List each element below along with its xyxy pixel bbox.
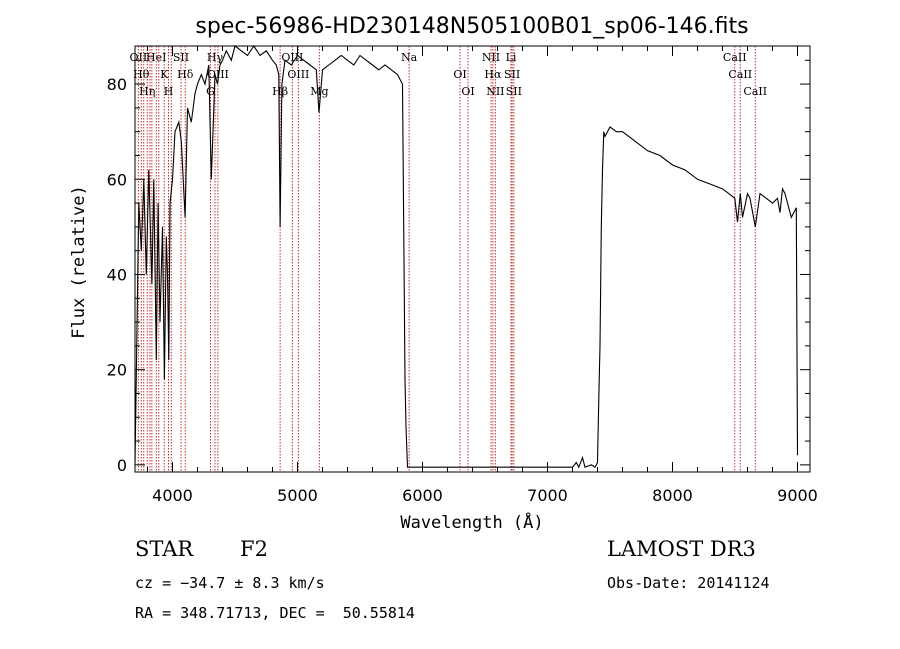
line-label: CaII [723,51,747,64]
y-tick-label: 80 [107,75,127,94]
coordinates-text: RA = 348.71713, DEC = 50.55814 [135,604,415,622]
x-tick-label: 9000 [777,486,818,505]
line-label: SII [504,68,520,81]
x-axis-label: Wavelength (Å) [400,511,543,533]
survey-name: LAMOST DR3 [607,537,756,561]
redshift-text: cz = −34.7 ± 8.3 km/s [135,574,325,592]
x-tick-label: 8000 [652,486,693,505]
line-label: Hδ [177,68,194,81]
x-tick-label: 7000 [527,486,568,505]
line-label: Mg [310,85,328,98]
line-label: Li [506,51,517,64]
line-label: Na [401,51,418,64]
line-label: Hα [484,68,502,81]
x-tick-label: 6000 [402,486,443,505]
line-labels: OIIHθHηHeIKHSIIHδGHγOIIIHβOIIIOIIIMgNaOI… [130,51,768,98]
y-tick-label: 60 [107,170,127,189]
line-label: K [160,68,169,81]
line-label: Hγ [207,51,224,64]
line-label: OIII [287,68,309,81]
line-label: Hθ [133,68,150,81]
y-tick-label: 40 [107,265,127,284]
line-label: NII [482,51,500,64]
line-label: CaII [728,68,752,81]
line-label: Hβ [272,85,288,98]
plot-frame [134,45,811,473]
y-tick-label: 0 [117,456,127,475]
line-label: CaII [743,85,767,98]
observation-date: Obs-Date: 20141124 [607,574,770,592]
line-label: Hη [139,85,155,98]
object-class: STAR [135,537,194,561]
x-axis: 4000 5000 6000 7000 8000 9000 [147,46,818,505]
object-subclass: F2 [240,537,268,561]
line-label: OI [453,68,466,81]
line-label: HeI [146,51,166,64]
line-markers [137,46,756,472]
line-label: SII [506,85,522,98]
line-label: OII [130,51,148,64]
spectrum-line [134,44,799,469]
y-tick-label: 20 [107,361,127,380]
line-label: NII [486,85,504,98]
chart-title: spec-56986-HD230148N505100B01_sp06-146.f… [195,14,748,39]
x-tick-label: 5000 [277,486,318,505]
line-label: H [164,85,174,98]
line-label: SII [173,51,189,64]
line-label: G [206,85,215,98]
x-tick-label: 4000 [152,486,193,505]
y-axis: 0 20 40 60 80 [107,59,810,475]
y-axis-label: Flux (relative) [69,185,89,339]
line-label: OIII [207,68,229,81]
line-label: OI [461,85,474,98]
